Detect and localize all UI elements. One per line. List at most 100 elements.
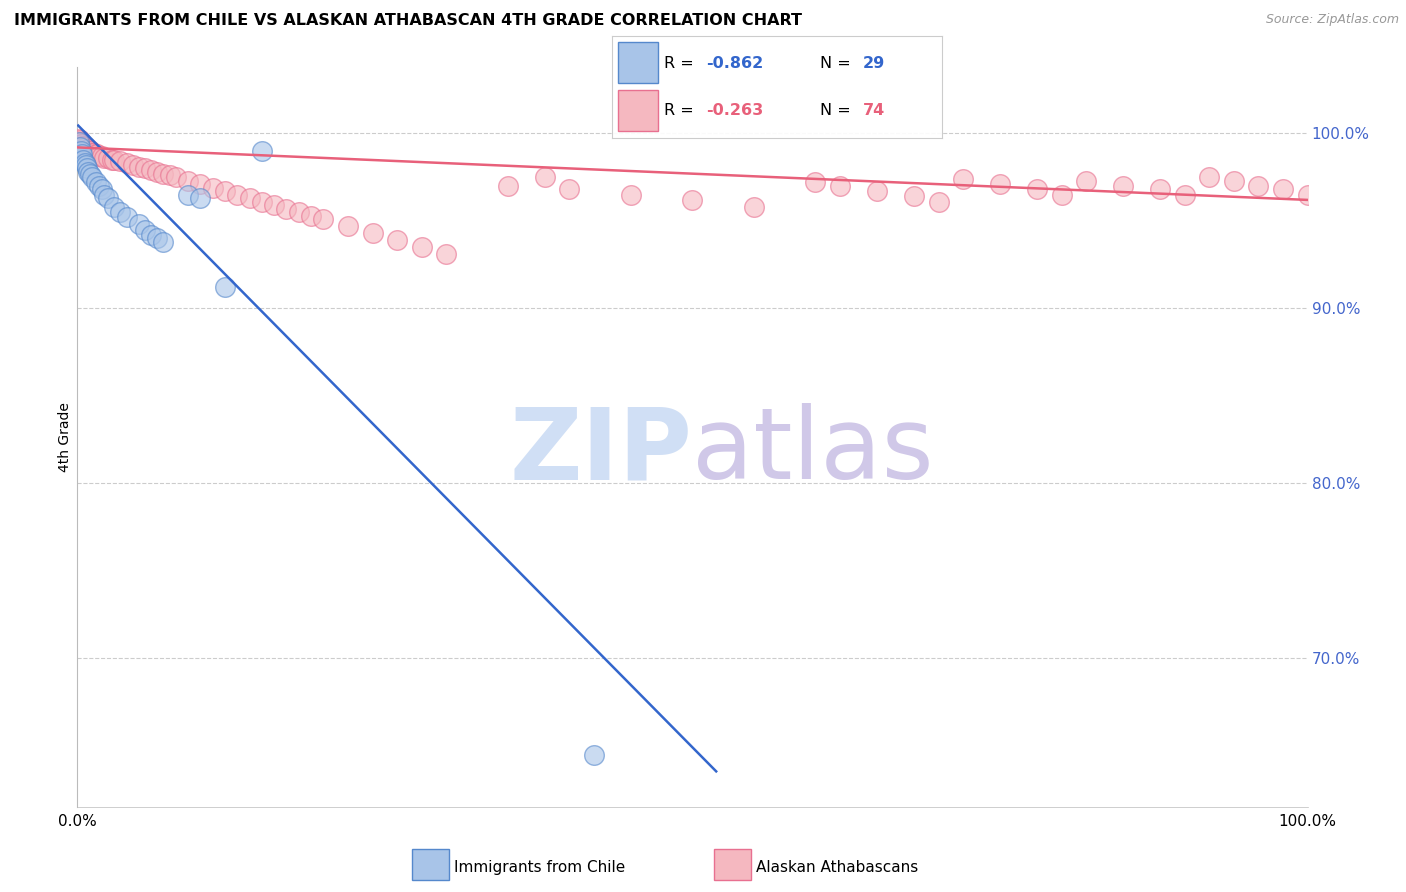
Point: [1198, 170, 1220, 185]
Point: [1026, 182, 1049, 196]
Point: [1050, 187, 1073, 202]
Point: [337, 219, 360, 234]
Point: [97, 151, 120, 165]
Point: [312, 212, 335, 227]
Point: [250, 194, 273, 209]
Point: [110, 154, 132, 169]
Point: [103, 200, 125, 214]
Text: -0.263: -0.263: [706, 103, 763, 118]
Point: [80, 144, 103, 158]
Point: [534, 170, 557, 185]
Point: [411, 240, 433, 254]
Text: R =: R =: [665, 103, 699, 118]
Point: [121, 158, 143, 172]
Point: [742, 200, 765, 214]
Text: N =: N =: [820, 103, 856, 118]
Text: atlas: atlas: [693, 403, 934, 500]
Point: [620, 187, 643, 202]
Text: 29: 29: [863, 56, 884, 70]
Point: [115, 211, 138, 225]
Point: [75, 158, 97, 172]
Point: [682, 193, 704, 207]
Point: [86, 147, 108, 161]
Point: [146, 231, 169, 245]
Point: [387, 233, 409, 247]
Point: [1149, 182, 1171, 196]
Point: [903, 189, 925, 203]
Point: [79, 167, 101, 181]
FancyBboxPatch shape: [619, 90, 658, 131]
Point: [1223, 174, 1246, 188]
FancyBboxPatch shape: [619, 42, 658, 83]
Point: [134, 222, 156, 236]
Point: [190, 191, 212, 205]
Point: [69, 140, 91, 154]
Text: N =: N =: [820, 56, 856, 70]
Point: [146, 165, 169, 179]
Point: [1112, 178, 1135, 193]
Point: [93, 187, 115, 202]
Point: [70, 136, 93, 151]
Point: [70, 144, 93, 158]
Point: [866, 184, 889, 198]
Point: [84, 147, 107, 161]
Point: [928, 194, 950, 209]
Point: [69, 133, 91, 147]
Point: [77, 165, 100, 179]
Point: [103, 153, 125, 167]
Point: [70, 135, 93, 149]
Point: [299, 209, 322, 223]
Point: [263, 198, 285, 212]
Point: [1076, 174, 1098, 188]
Point: [141, 227, 163, 242]
Point: [159, 169, 181, 183]
Point: [82, 170, 104, 185]
Point: [141, 163, 163, 178]
Point: [72, 153, 94, 167]
Point: [72, 138, 94, 153]
Point: [583, 747, 606, 762]
Point: [177, 174, 200, 188]
Point: [558, 182, 581, 196]
Point: [496, 178, 519, 193]
Point: [89, 178, 111, 193]
Point: [67, 131, 90, 145]
Text: 74: 74: [863, 103, 884, 118]
Text: ZIP: ZIP: [509, 403, 693, 500]
Point: [250, 144, 273, 158]
Point: [190, 177, 212, 191]
Text: IMMIGRANTS FROM CHILE VS ALASKAN ATHABASCAN 4TH GRADE CORRELATION CHART: IMMIGRANTS FROM CHILE VS ALASKAN ATHABAS…: [14, 13, 801, 29]
Point: [988, 177, 1011, 191]
Point: [288, 205, 311, 219]
Point: [177, 187, 200, 202]
Text: Alaskan Athabascans: Alaskan Athabascans: [756, 860, 918, 874]
Point: [93, 151, 115, 165]
Point: [77, 142, 100, 156]
Point: [128, 160, 150, 174]
Point: [239, 191, 262, 205]
Text: -0.862: -0.862: [706, 56, 763, 70]
Point: [134, 161, 156, 176]
Point: [1272, 182, 1295, 196]
Point: [952, 172, 974, 186]
Point: [89, 149, 111, 163]
Point: [1174, 187, 1197, 202]
Point: [276, 202, 298, 216]
Point: [115, 156, 138, 170]
Y-axis label: 4th Grade: 4th Grade: [58, 402, 72, 472]
Point: [75, 140, 97, 154]
Point: [165, 170, 187, 185]
Point: [214, 280, 236, 294]
Text: R =: R =: [665, 56, 699, 70]
Point: [101, 153, 124, 167]
Point: [128, 218, 150, 232]
Point: [152, 235, 174, 249]
Point: [226, 187, 249, 202]
Point: [84, 176, 107, 190]
Point: [1247, 178, 1270, 193]
Point: [82, 145, 104, 160]
Point: [90, 182, 114, 196]
Point: [152, 167, 174, 181]
Point: [90, 149, 114, 163]
Point: [76, 142, 98, 156]
